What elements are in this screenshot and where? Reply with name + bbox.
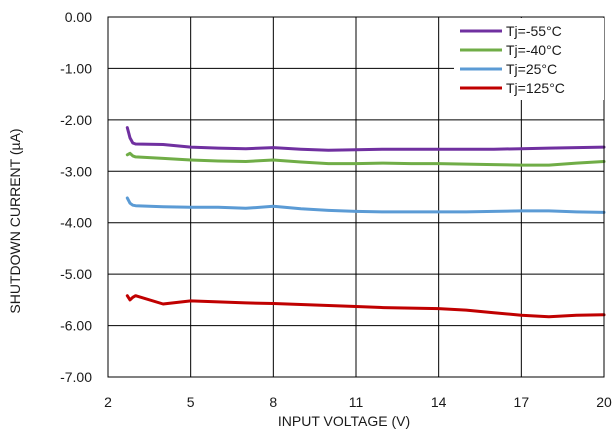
x-tick-label: 5 (187, 394, 195, 410)
y-tick-label: -3.00 (60, 163, 92, 179)
series-line-2 (125, 151, 606, 167)
y-tick-label: -7.00 (60, 369, 92, 385)
series-line-3 (125, 196, 606, 214)
x-tick-label: 17 (514, 394, 530, 410)
y-tick-label: -5.00 (60, 266, 92, 282)
legend-label: Tj=25°C (506, 61, 557, 77)
y-axis-title: SHUTDOWN CURRENT (µA) (7, 128, 23, 313)
x-tick-label: 2 (104, 394, 112, 410)
y-tick-label: -1.00 (60, 60, 92, 76)
x-tick-label: 8 (269, 394, 277, 410)
series-line-1 (125, 126, 606, 152)
y-tick-label: -6.00 (60, 318, 92, 334)
x-tick-label: 11 (349, 394, 364, 410)
legend-label: Tj=-55°C (506, 23, 562, 39)
x-tick-label: 14 (431, 394, 447, 410)
axis-layer: 2 5 8 11 14 17 20 0.00 -1.00 -2.00 -3.00 -4.00 -5.00… (60, 9, 612, 410)
y-tick-label: 0.00 (65, 9, 92, 25)
series-line-4 (125, 294, 606, 319)
y-tick-label: -2.00 (60, 112, 92, 128)
y-tick-label: -4.00 (60, 215, 92, 231)
x-axis-title: INPUT VOLTAGE (V) (278, 413, 410, 429)
legend-label: Tj=-40°C (506, 42, 562, 58)
legend-label: Tj=125°C (506, 80, 565, 96)
x-tick-label: 20 (596, 394, 612, 410)
series-layer (125, 126, 606, 319)
plot-frame (107, 16, 605, 378)
legend: Tj=-55°C Tj=-40°C Tj=25°C Tj=125°C (454, 18, 604, 100)
